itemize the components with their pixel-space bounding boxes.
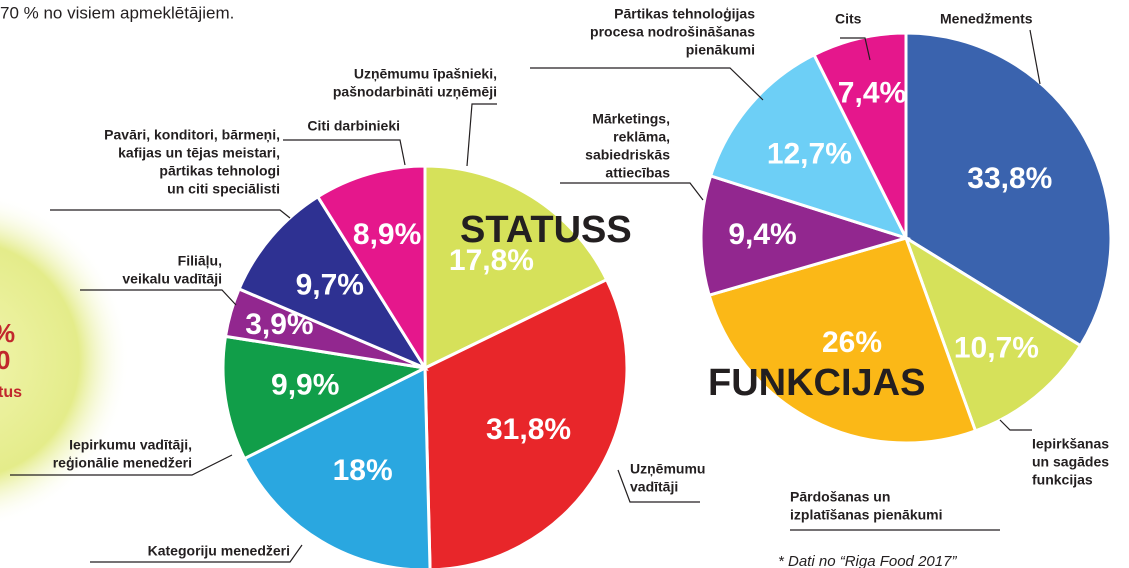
side-fragment: 0 (0, 345, 10, 375)
slice-label: Cits (835, 11, 862, 27)
slice-label: procesa nodrošināšanas (590, 24, 755, 40)
leader-line (80, 289, 237, 306)
value-label: 10,7% (954, 331, 1039, 364)
slice-label: izplatīšanas pienākumi (790, 507, 943, 523)
pie-slice (423, 164, 609, 371)
leader-line (617, 469, 700, 503)
side-fragment: % (0, 318, 15, 348)
slice-label: un citi speciālisti (167, 181, 280, 197)
side-fragment: tus (0, 384, 22, 401)
leader-line (560, 182, 704, 201)
value-label: 12,7% (767, 137, 852, 170)
slice-label: Pārdošanas un (790, 489, 890, 505)
slice-label: Uzņēmumu (630, 461, 705, 477)
pie-slice (315, 164, 427, 374)
pie-slice (904, 31, 1113, 348)
side-badge (0, 194, 130, 526)
value-label: 7,4% (838, 76, 906, 109)
leader-line (466, 103, 497, 167)
slice-label: kafijas un tējas meistari, (118, 145, 280, 161)
slice-label: Kategoriju menedžeri (148, 543, 290, 559)
slice-label: Pārtikas tehnoloģijas (614, 6, 755, 22)
slice-label: pārtikas tehnologi (159, 163, 280, 179)
chart-title: FUNKCIJAS (708, 362, 925, 404)
slice-label: reģionālie menedžeri (53, 455, 192, 471)
slice-label: Uzņēmumu īpašnieki, (354, 66, 497, 82)
slice-label: Mārketings, (592, 111, 670, 127)
footnote: * Dati no “Riga Food 2017” (778, 553, 957, 568)
pie-slice (221, 334, 430, 461)
slice-label: pašnodarbināti uzņēmēji (333, 84, 497, 100)
pie-slice (242, 365, 432, 568)
slice-label: reklāma, (613, 129, 670, 145)
pie-slice (237, 194, 429, 372)
slice-label: Menedžments (940, 11, 1033, 27)
pie-slice (423, 277, 629, 568)
slice-label: veikalu vadītāji (122, 271, 222, 287)
leader-line (1029, 29, 1041, 85)
value-label: 18% (333, 454, 393, 487)
slice-label: Pavāri, konditori, bārmeņi, (104, 127, 280, 143)
leader-line (90, 544, 303, 563)
pie-slice (707, 236, 978, 445)
pie-slice (903, 234, 1083, 433)
leader-line (999, 419, 1032, 431)
slice-label: vadītāji (630, 479, 678, 495)
slice-label: Filiāļu, (178, 253, 222, 269)
value-label: 8,9% (353, 218, 421, 251)
slice-label: funkcijas (1032, 472, 1093, 488)
leader-line (530, 67, 764, 101)
value-label: 17,8% (449, 244, 534, 277)
slice-label: pienākumi (686, 42, 755, 58)
value-label: 9,9% (271, 369, 339, 402)
slice-label: Iepirkšanas (1032, 436, 1109, 452)
leader-line (10, 454, 233, 476)
leader-line (283, 139, 406, 166)
pie-slice (708, 52, 909, 241)
value-label: 31,8% (486, 413, 571, 446)
slice-label: attiecības (605, 165, 670, 181)
slice-label: sabiedriskās (585, 147, 670, 163)
slice-label: Iepirkumu vadītāji, (69, 437, 192, 453)
slice-label: un sagādes (1032, 454, 1109, 470)
value-label: 33,8% (967, 162, 1052, 195)
value-label: 9,7% (296, 269, 364, 302)
value-label: 9,4% (728, 218, 796, 251)
leader-line (50, 209, 291, 219)
header-fragment: 70 % no visiem apmeklētājiem. (0, 3, 234, 22)
pie-slice (699, 173, 912, 298)
value-label: 26% (822, 326, 882, 359)
chart-title: STATUSS (460, 209, 632, 251)
leader-line (840, 37, 871, 61)
slice-label: Citi darbinieki (307, 118, 400, 134)
